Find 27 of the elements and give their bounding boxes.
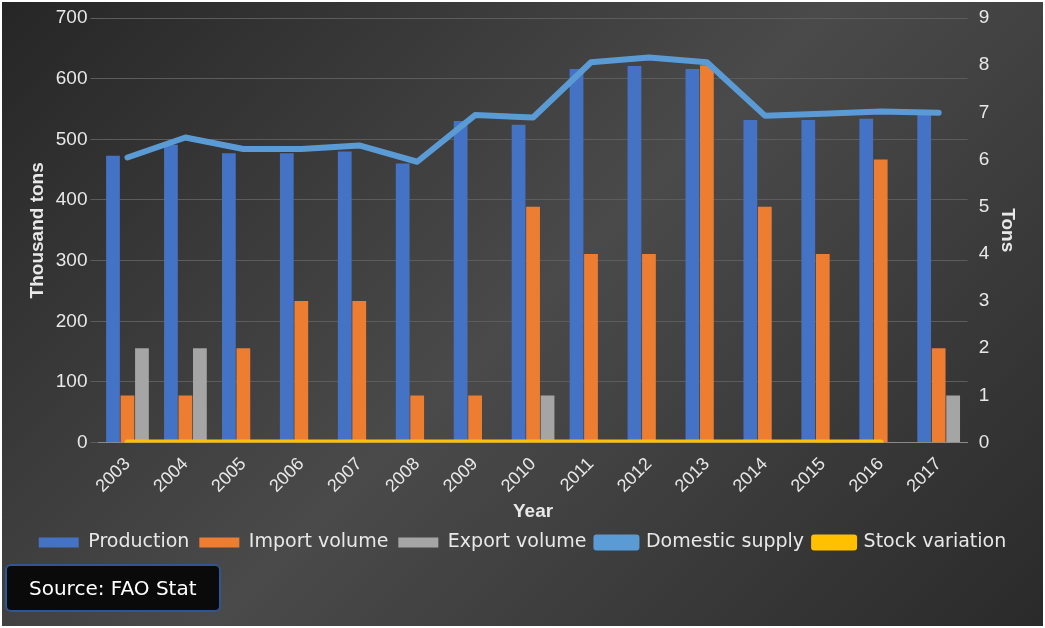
legend-label: Import volume [248, 529, 389, 552]
y2-tick-label: 4 [978, 242, 990, 264]
source-note: Source: FAO Stat [5, 564, 221, 612]
x-axis-title: Year [512, 499, 554, 521]
y-tick-label: 700 [55, 6, 88, 28]
y-tick-label: 300 [55, 248, 88, 270]
y2-axis-title: Tons [998, 208, 1020, 253]
y2-tick-label: 7 [978, 100, 990, 122]
y2-tick-label: 9 [978, 6, 990, 28]
legend-label: Stock variation [863, 529, 1007, 552]
legend-label: Domestic supply [645, 529, 805, 552]
y-tick-label: 0 [76, 430, 88, 452]
legend-label: Production [88, 529, 190, 552]
y2-tick-label: 0 [978, 430, 990, 452]
y-tick-label: 500 [55, 127, 88, 149]
y-tick-label: 200 [55, 309, 88, 331]
y-tick-label: 100 [55, 370, 88, 392]
y-tick-label: 600 [55, 66, 88, 88]
y2-tick-label: 8 [978, 53, 990, 75]
y2-tick-label: 1 [978, 383, 990, 405]
y-tick-label: 400 [55, 188, 88, 210]
y2-tick-label: 3 [978, 289, 990, 311]
y2-tick-label: 2 [978, 336, 990, 358]
y2-tick-label: 5 [978, 194, 990, 216]
legend-label: Export volume [447, 529, 587, 552]
y-axis-title: Thousand tons [25, 162, 47, 299]
y2-tick-label: 6 [978, 147, 990, 169]
